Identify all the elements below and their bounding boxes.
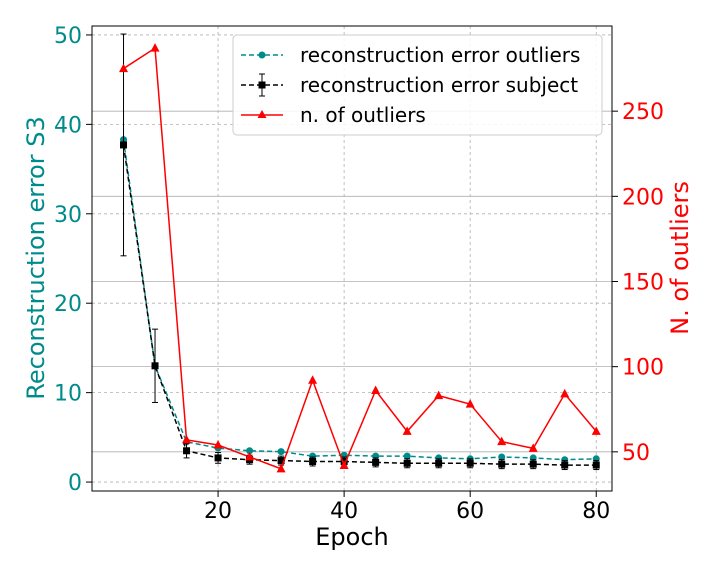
point-n-outliers: [497, 436, 507, 446]
point-subject-error: [120, 141, 128, 149]
y-axis-right-label: N. of outliers: [666, 181, 694, 335]
ticks-layer: 20 40 60 80 0 10 20 30 40 50 50 100 150 200 250: [54, 24, 664, 524]
point-n-outliers: [245, 451, 255, 461]
point-subject-error: [183, 447, 191, 455]
x-tick-label: 80: [582, 499, 610, 524]
y-right-tick-label: 150: [622, 270, 664, 295]
x-tick-label: 20: [204, 499, 232, 524]
y-axis-left-label: Reconstruction error S3: [22, 116, 50, 399]
point-outliers-error: [309, 452, 317, 460]
point-subject-error: [561, 461, 569, 469]
point-n-outliers: [560, 388, 570, 398]
y-left-tick-label: 30: [54, 203, 82, 228]
point-n-outliers: [591, 426, 601, 435]
point-outliers-error: [277, 448, 285, 456]
y-right-tick-label: 100: [622, 356, 664, 381]
series-layer: [119, 33, 601, 473]
point-outliers-error: [498, 453, 506, 461]
point-subject-error: [592, 461, 600, 469]
plot-frame: [91, 25, 613, 492]
point-subject-error: [309, 457, 317, 465]
legend: reconstruction error outliers reconstruc…: [232, 34, 603, 136]
series-line-subject-error: [122, 144, 597, 466]
x-axis-label: Epoch: [315, 523, 389, 551]
y-left-tick-label: 10: [54, 382, 82, 407]
y-right-tick-label: 250: [622, 100, 664, 125]
point-n-outliers: [528, 443, 538, 452]
point-subject-error: [435, 459, 443, 467]
point-subject-error: [498, 460, 506, 468]
legend-item-subject-error: reconstruction error subject: [241, 73, 578, 97]
x-tick-label: 40: [330, 499, 358, 524]
point-n-outliers: [465, 399, 475, 408]
y-left-tick-label: 40: [54, 113, 82, 138]
series-line-n-outliers: [123, 46, 597, 470]
point-n-outliers: [213, 440, 223, 449]
point-n-outliers: [371, 385, 381, 395]
y-right-tick-label: 200: [622, 185, 664, 210]
point-subject-error: [214, 454, 222, 462]
point-subject-error: [403, 459, 411, 467]
point-n-outliers: [402, 426, 412, 435]
point-subject-error: [529, 460, 537, 468]
legend-label-outliers-error: reconstruction error outliers: [300, 43, 580, 67]
point-n-outliers: [119, 63, 129, 73]
point-outliers-error: [561, 456, 569, 464]
point-subject-error: [372, 458, 380, 466]
y-right-tick-label: 50: [622, 441, 650, 466]
point-outliers-error: [403, 452, 411, 460]
point-n-outliers: [434, 390, 444, 400]
point-n-outliers: [182, 434, 192, 444]
legend-box: [232, 34, 603, 136]
point-n-outliers: [339, 460, 349, 469]
point-outliers-error: [246, 447, 254, 455]
point-n-outliers: [308, 375, 318, 384]
series-line-outliers-error: [122, 139, 597, 461]
point-n-outliers: [276, 463, 286, 473]
y-left-tick-label: 0: [68, 471, 82, 496]
legend-item-n-outliers: n. of outliers: [241, 103, 426, 127]
legend-label-subject-error: reconstruction error subject: [300, 73, 578, 97]
legend-label-n-outliers: n. of outliers: [300, 103, 426, 127]
legend-marker-subject-error: [258, 81, 266, 89]
y-left-tick-label: 20: [54, 292, 82, 317]
point-subject-error: [277, 457, 285, 465]
point-subject-error: [466, 459, 474, 467]
legend-marker-n-outliers: [257, 110, 267, 118]
legend-item-outliers-error: reconstruction error outliers: [241, 43, 580, 67]
point-outliers-error: [435, 454, 443, 462]
legend-marker-outliers-error: [258, 51, 266, 59]
y-left-tick-label: 50: [54, 24, 82, 49]
point-n-outliers: [150, 43, 160, 52]
point-subject-error: [151, 362, 159, 370]
x-tick-label: 60: [456, 499, 484, 524]
